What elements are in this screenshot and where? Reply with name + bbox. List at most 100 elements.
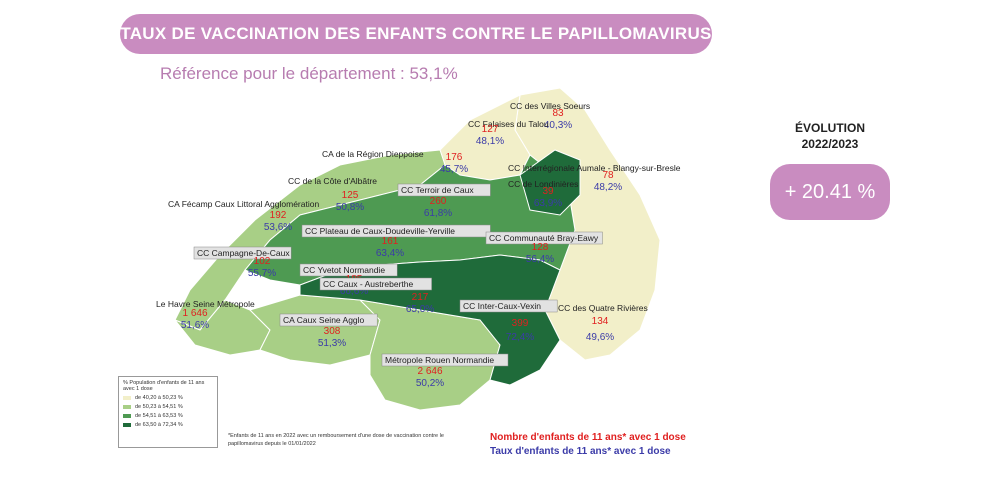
legend-label: de 54,51 à 63,53 %: [135, 413, 183, 419]
territory-count: 399: [512, 318, 529, 329]
territory-count: 83: [552, 108, 564, 119]
territory-label: CA Fécamp Caux Littoral Agglomération192…: [168, 199, 319, 233]
territory-name: CA de la Région Dieppoise: [322, 149, 424, 159]
legend-label: de 50,23 à 54,51 %: [135, 404, 183, 410]
territory-name: CC Plateau de Caux-Doudeville-Yerville: [305, 226, 455, 236]
territory-rate: 51,6%: [181, 320, 209, 331]
territory-rate: 65,0%: [406, 304, 434, 315]
territory-name: CC Inter-Caux-Vexin: [463, 301, 541, 311]
territory-rate: 72,4%: [506, 332, 534, 343]
evolution-title-line2: 2022/2023: [801, 137, 859, 151]
territory-count: 1 646: [182, 308, 207, 319]
territory-rate: 48,2%: [594, 182, 622, 193]
territory-count: 128: [532, 242, 549, 253]
territory-name-box: [301, 224, 491, 238]
legend-swatch: [123, 396, 131, 400]
territory-name-box: [319, 277, 432, 291]
territory-name-box: [299, 263, 398, 277]
territory-name: CC Campagne-De-Caux: [197, 248, 290, 258]
territory-rate: 51,3%: [318, 338, 346, 349]
count-key: Nombre d'enfants de 11 ans* avec 1 dose: [490, 432, 686, 443]
territory-rate: 50,2%: [416, 378, 444, 389]
territory-count: 134: [592, 316, 609, 327]
territory-count: 2 646: [417, 366, 442, 377]
territory-name: CC Caux - Austreberthe: [323, 279, 414, 289]
page-title: TAUX DE VACCINATION DES ENFANTS CONTRE L…: [120, 14, 712, 54]
territory-name-box: [193, 246, 292, 260]
territory-name: CA Caux Seine Agglo: [283, 315, 365, 325]
territory-rate: 40,3%: [544, 120, 572, 131]
territory-name: CC Interrégionale Aumale - Blangy-sur-Br…: [508, 163, 681, 173]
territory-name: CC Communauté Bray-Eawy: [489, 233, 599, 243]
evolution-title-line1: ÉVOLUTION: [794, 121, 865, 135]
territory-name: CC des Villes Soeurs: [510, 101, 590, 111]
legend-swatch: [123, 405, 131, 409]
territory-count: 125: [342, 190, 359, 201]
territory-name-box: [397, 183, 491, 197]
legend-label: de 63,50 à 72,34 %: [135, 422, 183, 428]
territory-name: Le Havre Seine Métropole: [156, 299, 255, 309]
territory-label: CC Plateau de Caux-Doudeville-Yerville16…: [301, 224, 491, 259]
legend-swatch: [123, 414, 131, 418]
legend-item: de 54,51 à 63,53 %: [123, 413, 213, 419]
evolution-title: ÉVOLUTION 2022/2023: [782, 120, 878, 152]
rate-key: Taux d'enfants de 11 ans* avec 1 dose: [490, 446, 671, 457]
territory-name-box: [459, 299, 558, 313]
territory-label: CC des Quatre Rivières 134 49,6%: [558, 303, 648, 343]
evolution-value-badge: + 20.41 %: [770, 164, 890, 220]
territory-count: 78: [602, 170, 614, 181]
territory-name-box: [485, 231, 603, 245]
territory-rate: 55,7%: [248, 268, 276, 279]
territory-count: 260: [430, 196, 447, 207]
legend-item: de 63,50 à 72,34 %: [123, 422, 213, 428]
territory-name: Métropole Rouen Normandie: [385, 355, 494, 365]
legend-item: de 40,20 à 50,23 %: [123, 395, 213, 401]
territory-rate: 61,8%: [424, 208, 452, 219]
territory-count: 217: [412, 292, 429, 303]
territory-count: 192: [270, 210, 287, 221]
territory-count: 308: [324, 326, 341, 337]
territory-name: CC Terroir de Caux: [401, 185, 474, 195]
territory-rate: 63,4%: [376, 248, 404, 259]
territory-name-box: [279, 313, 378, 327]
territory-rate: 53,6%: [264, 222, 292, 233]
territory-name: CC Yvetot Normandie: [303, 265, 385, 275]
territory-rate: 49,6%: [586, 332, 614, 343]
territory-name-box: [381, 353, 509, 367]
territory-label: CC Inter-Caux-Vexin 399 72,4%: [459, 299, 558, 343]
legend-item: de 50,23 à 54,51 %: [123, 404, 213, 410]
legend-swatch: [123, 423, 131, 427]
territory-rate: 45,7%: [440, 164, 468, 175]
footnote: *Enfants de 11 ans en 2022 avec un rembo…: [228, 433, 444, 447]
legend-label: de 40,20 à 50,23 %: [135, 395, 183, 401]
territory-rate: 63,9%: [534, 198, 562, 209]
territory-rate: 48,1%: [476, 136, 504, 147]
territory-count: 127: [482, 124, 499, 135]
territory-count: 161: [382, 236, 399, 247]
territory-name: CC de Londinières: [508, 179, 578, 189]
territory-name: CC de la Côte d'Albâtre: [288, 176, 377, 186]
legend: % Population d'enfants de 11 ans avec 1 …: [118, 376, 218, 448]
territory-name: CC des Quatre Rivières: [558, 303, 648, 313]
legend-title: % Population d'enfants de 11 ans avec 1 …: [123, 380, 205, 392]
territory-rate: 56,4%: [526, 254, 554, 265]
territory-name: CA Fécamp Caux Littoral Agglomération: [168, 199, 319, 209]
department-reference: Référence pour le département : 53,1%: [160, 64, 458, 83]
region-londinieres-dark: [519, 149, 581, 216]
region-caux-seine: [249, 294, 381, 366]
territory-count: 102: [254, 256, 271, 267]
territory-rate: 66,6%: [340, 286, 368, 297]
